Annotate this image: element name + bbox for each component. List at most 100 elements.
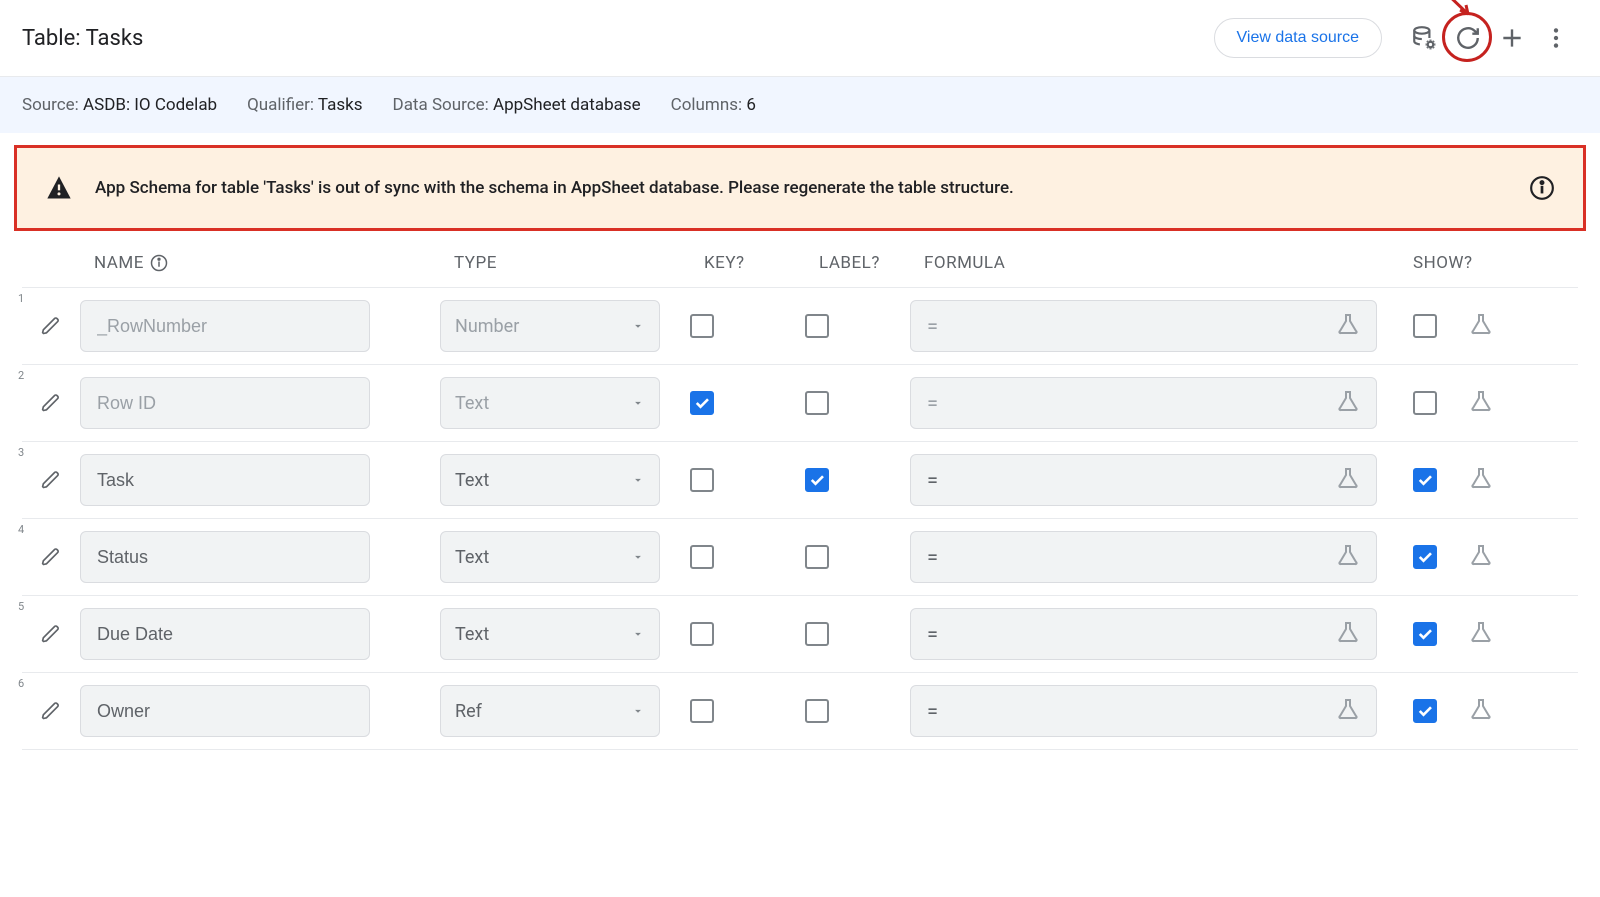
datasource-label: Data Source: [393,95,489,115]
header-formula: FORMULA [924,253,1413,273]
columns-count-value: 6 [746,95,756,115]
column-rows: 1 Number = 2 [0,287,1600,750]
show-checkbox[interactable] [1413,314,1437,338]
column-type-value: Text [455,470,489,491]
column-name-input[interactable] [80,454,370,506]
column-row: 5 Text = [22,595,1578,672]
annotation-arrow-icon [1440,0,1480,20]
key-checkbox[interactable] [690,314,714,338]
row-number: 2 [18,369,24,382]
show-flask-icon[interactable] [1469,620,1493,648]
column-name-input[interactable] [80,608,370,660]
column-row: 4 Text = [22,518,1578,595]
formula-flask-icon[interactable] [1336,389,1360,418]
warning-text: App Schema for table 'Tasks' is out of s… [95,178,1507,198]
edit-column-button[interactable] [22,470,80,490]
edit-column-button[interactable] [22,547,80,567]
column-row: 1 Number = [22,287,1578,364]
formula-input[interactable]: = [910,531,1377,583]
label-checkbox[interactable] [805,622,829,646]
show-flask-icon[interactable] [1469,389,1493,417]
show-flask-icon[interactable] [1469,312,1493,340]
key-checkbox[interactable] [690,699,714,723]
warning-banner: App Schema for table 'Tasks' is out of s… [14,145,1586,231]
column-row: 3 Text = [22,441,1578,518]
column-type-select[interactable]: Ref [440,685,660,737]
column-type-select[interactable]: Number [440,300,660,352]
edit-column-button[interactable] [22,393,80,413]
edit-column-button[interactable] [22,701,80,721]
row-number: 1 [18,292,24,305]
formula-flask-icon[interactable] [1336,312,1360,341]
show-flask-icon[interactable] [1469,466,1493,494]
formula-value: = [927,622,938,646]
column-type-value: Text [455,547,489,568]
edit-column-button[interactable] [22,624,80,644]
column-type-value: Number [455,316,519,337]
add-button[interactable] [1490,16,1534,60]
formula-input[interactable]: = [910,377,1377,429]
page-title: Table: Tasks [22,26,1214,51]
show-flask-icon[interactable] [1469,543,1493,571]
source-label: Source: [22,95,79,115]
label-checkbox[interactable] [805,545,829,569]
column-row: 2 Text = [22,364,1578,441]
formula-input[interactable]: = [910,608,1377,660]
header-show: SHOW? [1413,253,1578,273]
formula-flask-icon[interactable] [1336,697,1360,726]
refresh-button[interactable] [1446,16,1490,60]
column-type-select[interactable]: Text [440,454,660,506]
formula-flask-icon[interactable] [1336,543,1360,572]
show-checkbox[interactable] [1413,545,1437,569]
header-label: LABEL? [819,253,924,273]
datasource-value: AppSheet database [493,95,641,115]
formula-input[interactable]: = [910,685,1377,737]
formula-input[interactable]: = [910,300,1377,352]
formula-value: = [927,468,938,492]
source-value: ASDB: IO Codelab [83,95,217,115]
key-checkbox[interactable] [690,622,714,646]
info-icon[interactable] [150,254,168,272]
row-number: 3 [18,446,24,459]
formula-input[interactable]: = [910,454,1377,506]
key-checkbox[interactable] [690,468,714,492]
row-number: 4 [18,523,24,536]
formula-value: = [927,699,938,723]
edit-column-button[interactable] [22,316,80,336]
formula-flask-icon[interactable] [1336,620,1360,649]
show-checkbox[interactable] [1413,468,1437,492]
show-flask-icon[interactable] [1469,697,1493,725]
show-checkbox[interactable] [1413,391,1437,415]
column-type-select[interactable]: Text [440,377,660,429]
header-key: KEY? [704,253,819,273]
columns-header: NAME TYPE KEY? LABEL? FORMULA SHOW? [0,243,1600,287]
formula-value: = [927,391,938,415]
formula-value: = [927,314,938,338]
column-row: 6 Ref = [22,672,1578,750]
column-name-input[interactable] [80,531,370,583]
label-checkbox[interactable] [805,468,829,492]
label-checkbox[interactable] [805,314,829,338]
key-checkbox[interactable] [690,545,714,569]
column-name-input[interactable] [80,300,370,352]
formula-flask-icon[interactable] [1336,466,1360,495]
column-type-select[interactable]: Text [440,531,660,583]
column-type-select[interactable]: Text [440,608,660,660]
view-data-source-button[interactable]: View data source [1214,18,1382,58]
info-icon[interactable] [1529,175,1555,201]
info-bar: Source: ASDB: IO Codelab Qualifier: Task… [0,77,1600,133]
datasource-settings-icon[interactable] [1402,16,1446,60]
show-checkbox[interactable] [1413,622,1437,646]
header-name: NAME [94,253,144,273]
label-checkbox[interactable] [805,391,829,415]
key-checkbox[interactable] [690,391,714,415]
column-name-input[interactable] [80,377,370,429]
more-menu-button[interactable] [1534,16,1578,60]
column-type-value: Text [455,624,489,645]
warning-banner-wrap: App Schema for table 'Tasks' is out of s… [0,133,1600,243]
show-checkbox[interactable] [1413,699,1437,723]
row-number: 6 [18,677,24,690]
header-bar: Table: Tasks View data source [0,0,1600,77]
label-checkbox[interactable] [805,699,829,723]
column-name-input[interactable] [80,685,370,737]
